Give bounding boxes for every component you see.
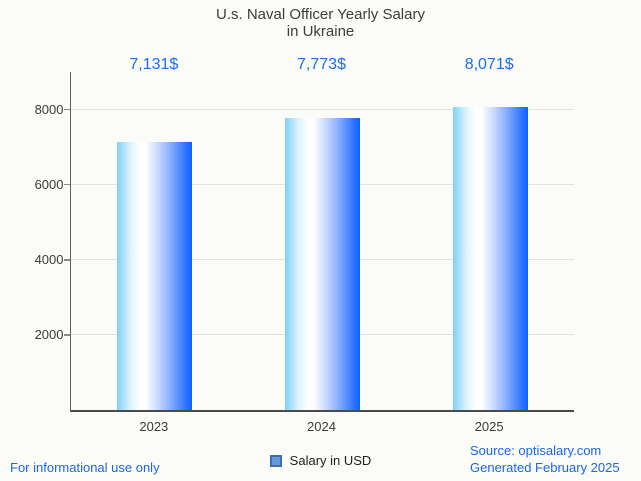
x-axis-label-2025: 2025	[474, 419, 504, 434]
y-axis-tick-label-8000: 8000	[34, 101, 64, 117]
bar-value-label-2023: 7,131$	[129, 56, 179, 73]
legend: Salary in USD	[0, 453, 641, 468]
y-axis-tick-label-2000: 2000	[34, 326, 64, 342]
chart-title: U.s. Naval Officer Yearly Salary in Ukra…	[0, 6, 641, 40]
bar-2025	[452, 106, 528, 410]
footer-source-block: Source: optisalary.com Generated Februar…	[470, 442, 620, 476]
footer-source: Source: optisalary.com	[470, 443, 602, 458]
y-axis-tick-8000	[63, 108, 70, 111]
bar-value-label-2025: 8,071$	[464, 56, 514, 73]
bar-2023	[117, 142, 193, 410]
y-axis-tick-6000	[63, 183, 70, 186]
bar-2024	[285, 118, 360, 410]
y-axis-tick-4000	[63, 259, 70, 261]
x-axis-label-2023: 2023	[139, 419, 169, 434]
footer-generated: Generated February 2025	[470, 460, 620, 475]
chart-title-line2: in Ukraine	[286, 22, 355, 40]
footer-disclaimer: For informational use only	[10, 460, 160, 475]
bar-value-label-2024: 7,773$	[297, 56, 346, 73]
x-axis-label-2024: 2024	[307, 419, 336, 434]
plot-area: 2000 4000 6000 8000	[35, 72, 574, 412]
gridline-8000	[71, 109, 574, 111]
legend-label: Salary in USD	[289, 453, 372, 468]
legend-marker-icon	[269, 454, 282, 467]
y-axis-tick-label-6000: 6000	[34, 176, 64, 192]
chart-title-line1: U.s. Naval Officer Yearly Salary	[216, 6, 425, 23]
y-axis-tick-label-4000: 4000	[34, 251, 64, 267]
y-axis-tick-2000	[63, 334, 70, 336]
